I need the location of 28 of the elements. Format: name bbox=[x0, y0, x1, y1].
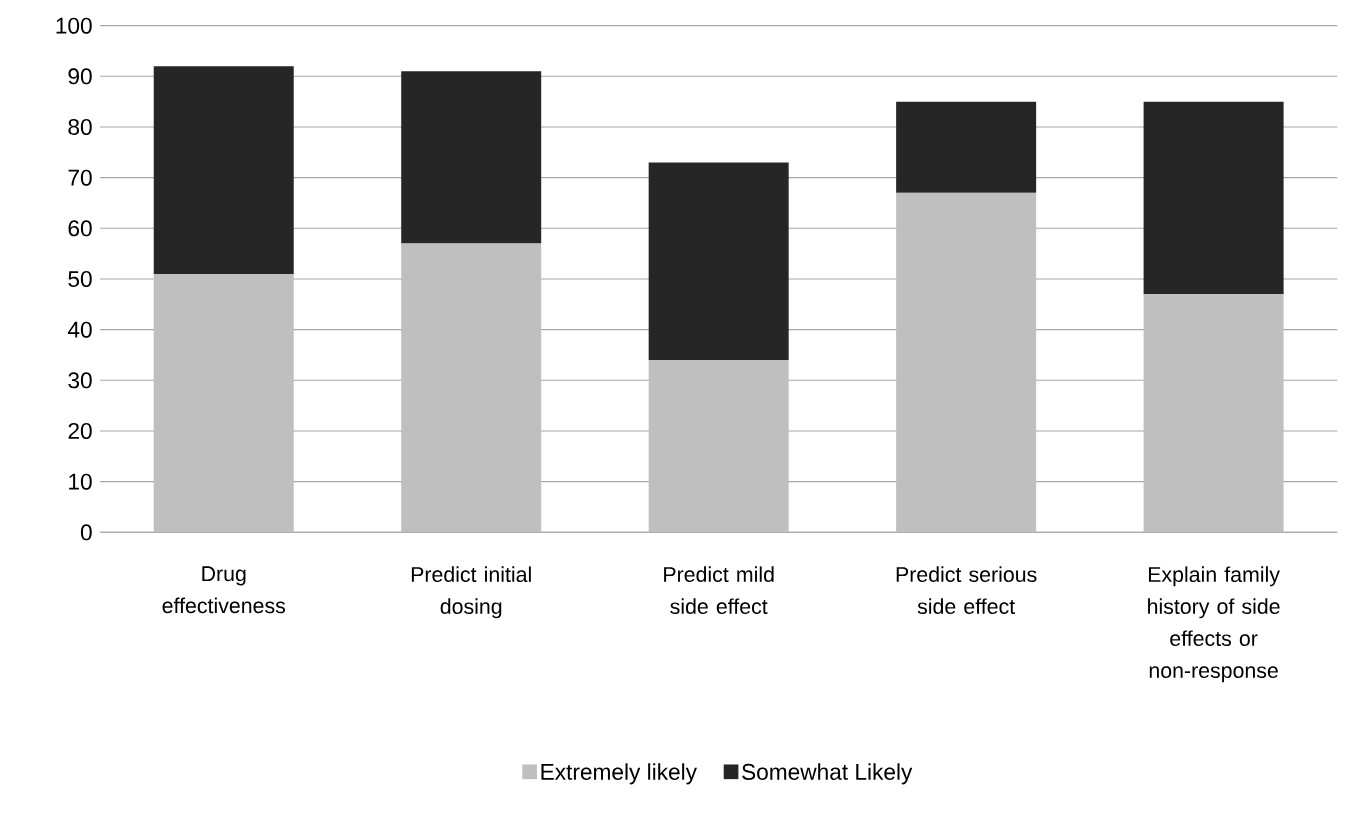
y-tick-label: 90 bbox=[68, 68, 92, 85]
x-tick-label: Predict serious side effect bbox=[896, 566, 1037, 615]
y-tick-label: 0 bbox=[80, 524, 92, 541]
x-tick-label: Explain family history of side effects or non-response bbox=[1148, 566, 1280, 683]
bar bbox=[648, 162, 789, 361]
bar bbox=[896, 101, 1037, 193]
bar bbox=[648, 360, 789, 533]
y-tick-label: 80 bbox=[68, 118, 92, 136]
y-tick-label: 20 bbox=[68, 422, 92, 440]
y-tick-label: 50 bbox=[68, 270, 92, 288]
legend-label: Somewhat Likely bbox=[742, 763, 913, 785]
bar bbox=[1143, 294, 1284, 533]
bar bbox=[401, 71, 542, 244]
y-tick-label: 40 bbox=[67, 321, 92, 338]
y-tick-label: 60 bbox=[68, 220, 92, 237]
y-tick-label: 70 bbox=[68, 169, 92, 186]
bar bbox=[401, 243, 542, 533]
legend-label: Extremely likely bbox=[541, 763, 697, 785]
bar bbox=[896, 192, 1037, 533]
bar bbox=[153, 66, 294, 274]
x-tick-label: Predict initial dosing bbox=[411, 566, 531, 619]
y-tick-label: 30 bbox=[68, 372, 92, 389]
bar bbox=[153, 273, 294, 533]
x-tick-label: Predict mild side effect bbox=[664, 566, 774, 615]
y-tick-label: 100 bbox=[56, 17, 92, 34]
bar bbox=[1143, 101, 1284, 295]
x-tick-label: Drug effectiveness bbox=[162, 566, 286, 614]
y-tick-label: 10 bbox=[69, 473, 92, 490]
